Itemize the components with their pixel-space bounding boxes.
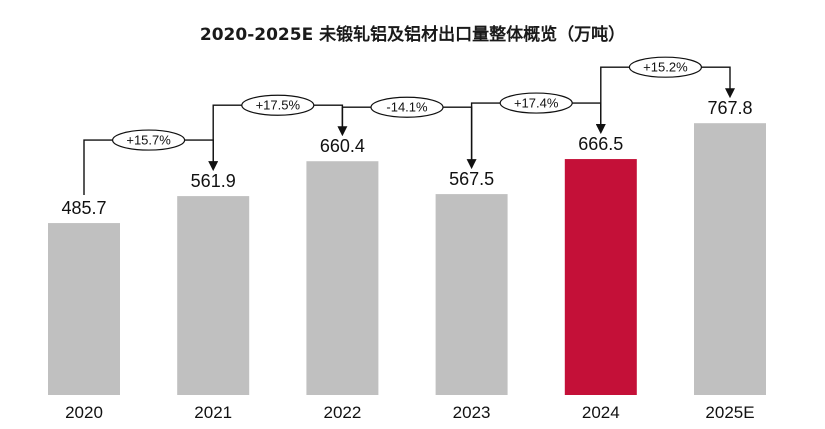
connectors-layer: +15.7% +17.5% -14.1% +17.4% +15.2% (83, 56, 735, 196)
value-label-2024: 666.5 (578, 134, 623, 154)
tick-label-2024: 2024 (582, 403, 620, 422)
tick-label-2022: 2022 (323, 403, 361, 422)
bar-2023 (435, 194, 508, 395)
tick-label-2020: 2020 (65, 403, 103, 422)
bar-2020 (48, 223, 120, 395)
tick-label-2023: 2023 (453, 403, 491, 422)
value-label-2022: 660.4 (320, 136, 365, 156)
growth-oval-2021 (112, 129, 186, 151)
growth-oval-2024 (499, 92, 573, 114)
bar-2022 (306, 161, 379, 395)
tick-label-2025E: 2025E (705, 403, 754, 422)
value-label-2021: 561.9 (191, 171, 236, 191)
bar-2024 (564, 159, 637, 395)
growth-oval-2022 (241, 94, 315, 116)
growth-label-2023: -14.1% (386, 100, 428, 115)
chart-title: 2020-2025E 未锻轧铝及铝材出口量整体概览（万吨） (199, 25, 626, 45)
growth-label-2025E: +15.2% (643, 60, 688, 75)
growth-label-2022: +17.5% (256, 98, 301, 113)
bar-2021 (177, 196, 250, 395)
growth-oval-2023 (370, 96, 444, 118)
value-label-2023: 567.5 (449, 169, 494, 189)
bar-2025E (694, 123, 766, 396)
growth-label-2021: +15.7% (126, 133, 171, 148)
bars-layer (48, 123, 766, 396)
growth-label-2024: +17.4% (514, 96, 559, 111)
tick-label-2021: 2021 (194, 403, 232, 422)
growth-oval-2025E (628, 56, 703, 78)
value-label-2020: 485.7 (61, 198, 106, 218)
value-label-2025E: 767.8 (707, 98, 752, 118)
labels-layer: 485.7 561.9 660.4 567.5 666.5 767.8 2020 2021 20… (61, 98, 754, 422)
